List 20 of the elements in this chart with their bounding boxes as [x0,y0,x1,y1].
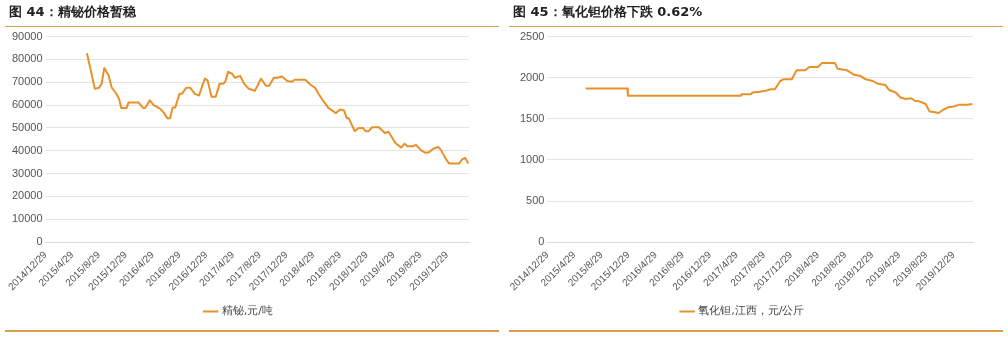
y-tick-label: 20000 [11,189,43,202]
y-tick-label: 90000 [11,29,43,42]
y-tick-label: 50000 [11,120,43,133]
y-tick-label: 1000 [519,152,545,165]
y-tick-label: 1500 [519,111,545,124]
legend-label: 氧化钽,江西，元/公斤 [698,304,805,318]
y-tick-label: 2000 [519,70,545,83]
y-tick-label: 80000 [11,52,43,65]
chart-title: 图 45：氧化钽价格下跌 0.62% [509,0,1003,27]
y-tick-label: 70000 [11,75,43,88]
y-tick-label: 500 [526,194,545,207]
legend-label: 精铋,元/吨 [221,304,273,318]
y-tick-label: 0 [36,235,43,248]
y-tick-label: 0 [538,235,545,248]
y-tick-label: 10000 [11,212,43,225]
y-tick-label: 40000 [11,143,43,156]
y-tick-label: 30000 [11,166,43,179]
y-tick-label: 60000 [11,98,43,111]
y-tick-label: 2500 [519,29,545,42]
chart-title: 图 44：精铋价格暂稳 [5,0,499,27]
